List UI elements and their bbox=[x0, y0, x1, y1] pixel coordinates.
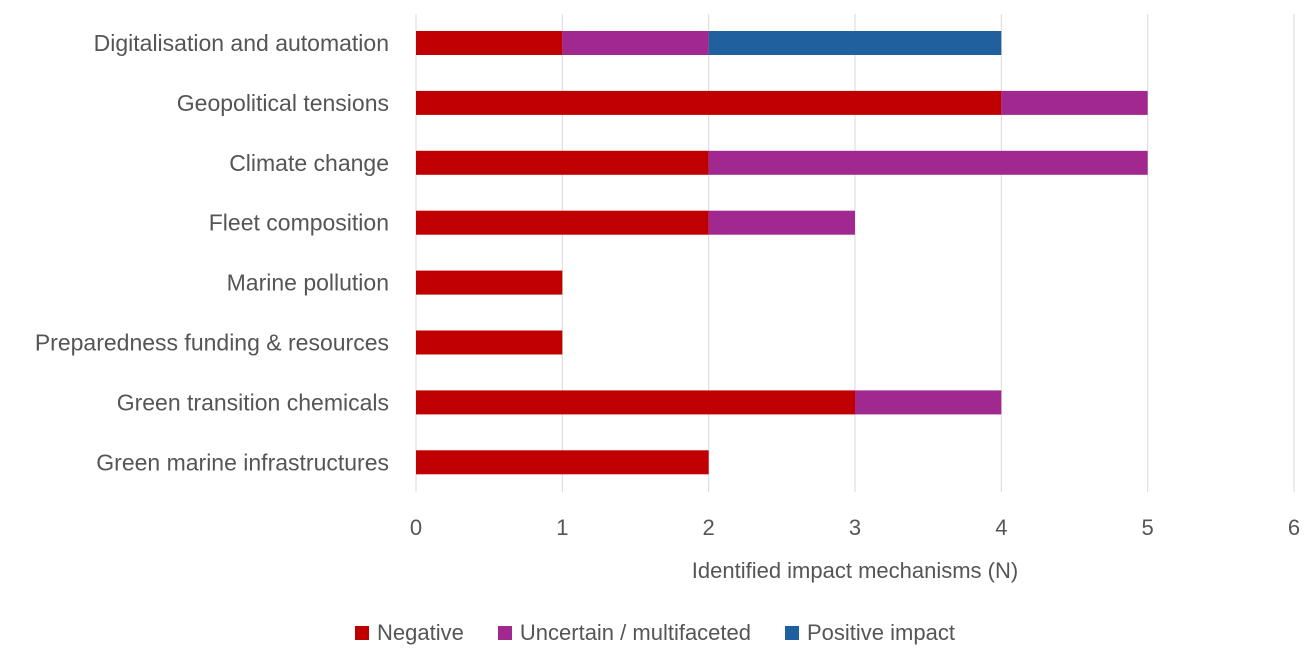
bars bbox=[416, 31, 1148, 475]
bar-segment bbox=[416, 270, 563, 295]
category-label: Fleet composition bbox=[209, 210, 389, 236]
bar-segment bbox=[416, 330, 563, 355]
bar-segment bbox=[416, 390, 855, 415]
category-label: Marine pollution bbox=[227, 270, 389, 296]
legend: Negative Uncertain / multifaceted Positive… bbox=[0, 620, 1310, 646]
x-tick-label: 3 bbox=[849, 515, 861, 540]
category-label: Green marine infrastructures bbox=[96, 449, 389, 475]
legend-item: Uncertain / multifaceted bbox=[497, 620, 751, 646]
x-tick-label: 1 bbox=[556, 515, 568, 540]
legend-swatch bbox=[497, 626, 512, 640]
x-tick-label: 6 bbox=[1288, 515, 1300, 540]
bar-segment bbox=[708, 210, 855, 235]
bar-segment bbox=[708, 150, 1148, 175]
gridlines bbox=[415, 14, 1295, 492]
category-labels: Digitalisation and automation Geopolitica… bbox=[35, 30, 389, 475]
category-label: Climate change bbox=[229, 150, 389, 176]
bar-segment bbox=[416, 90, 1002, 115]
legend-item: Positive impact bbox=[785, 620, 955, 646]
x-tick-label: 4 bbox=[995, 515, 1007, 540]
bar-segment bbox=[416, 31, 563, 55]
x-tick-label: 2 bbox=[703, 515, 715, 540]
x-tick-labels: 0 1 2 3 4 5 6 bbox=[410, 515, 1300, 540]
legend-label: Uncertain / multifaceted bbox=[519, 620, 751, 645]
legend-swatch bbox=[355, 626, 370, 640]
x-axis-title: Identified impact mechanisms (N) bbox=[692, 558, 1018, 583]
bar-segment bbox=[416, 450, 709, 475]
category-label: Geopolitical tensions bbox=[177, 90, 389, 116]
bar-segment bbox=[1001, 90, 1148, 115]
x-tick-label: 0 bbox=[410, 515, 422, 540]
bar-segment bbox=[708, 31, 1002, 55]
bar-segment bbox=[416, 150, 709, 175]
legend-item: Negative bbox=[355, 620, 464, 646]
category-label: Digitalisation and automation bbox=[94, 30, 389, 56]
category-label: Preparedness funding & resources bbox=[35, 330, 389, 356]
legend-label: Positive impact bbox=[807, 620, 955, 645]
legend-label: Negative bbox=[377, 620, 464, 645]
bar-segment bbox=[855, 390, 1002, 415]
x-tick-label: 5 bbox=[1142, 515, 1154, 540]
category-label: Green transition chemicals bbox=[117, 389, 389, 415]
bar-segment bbox=[416, 210, 709, 235]
bar-segment bbox=[562, 31, 709, 55]
legend-swatch bbox=[785, 626, 799, 640]
